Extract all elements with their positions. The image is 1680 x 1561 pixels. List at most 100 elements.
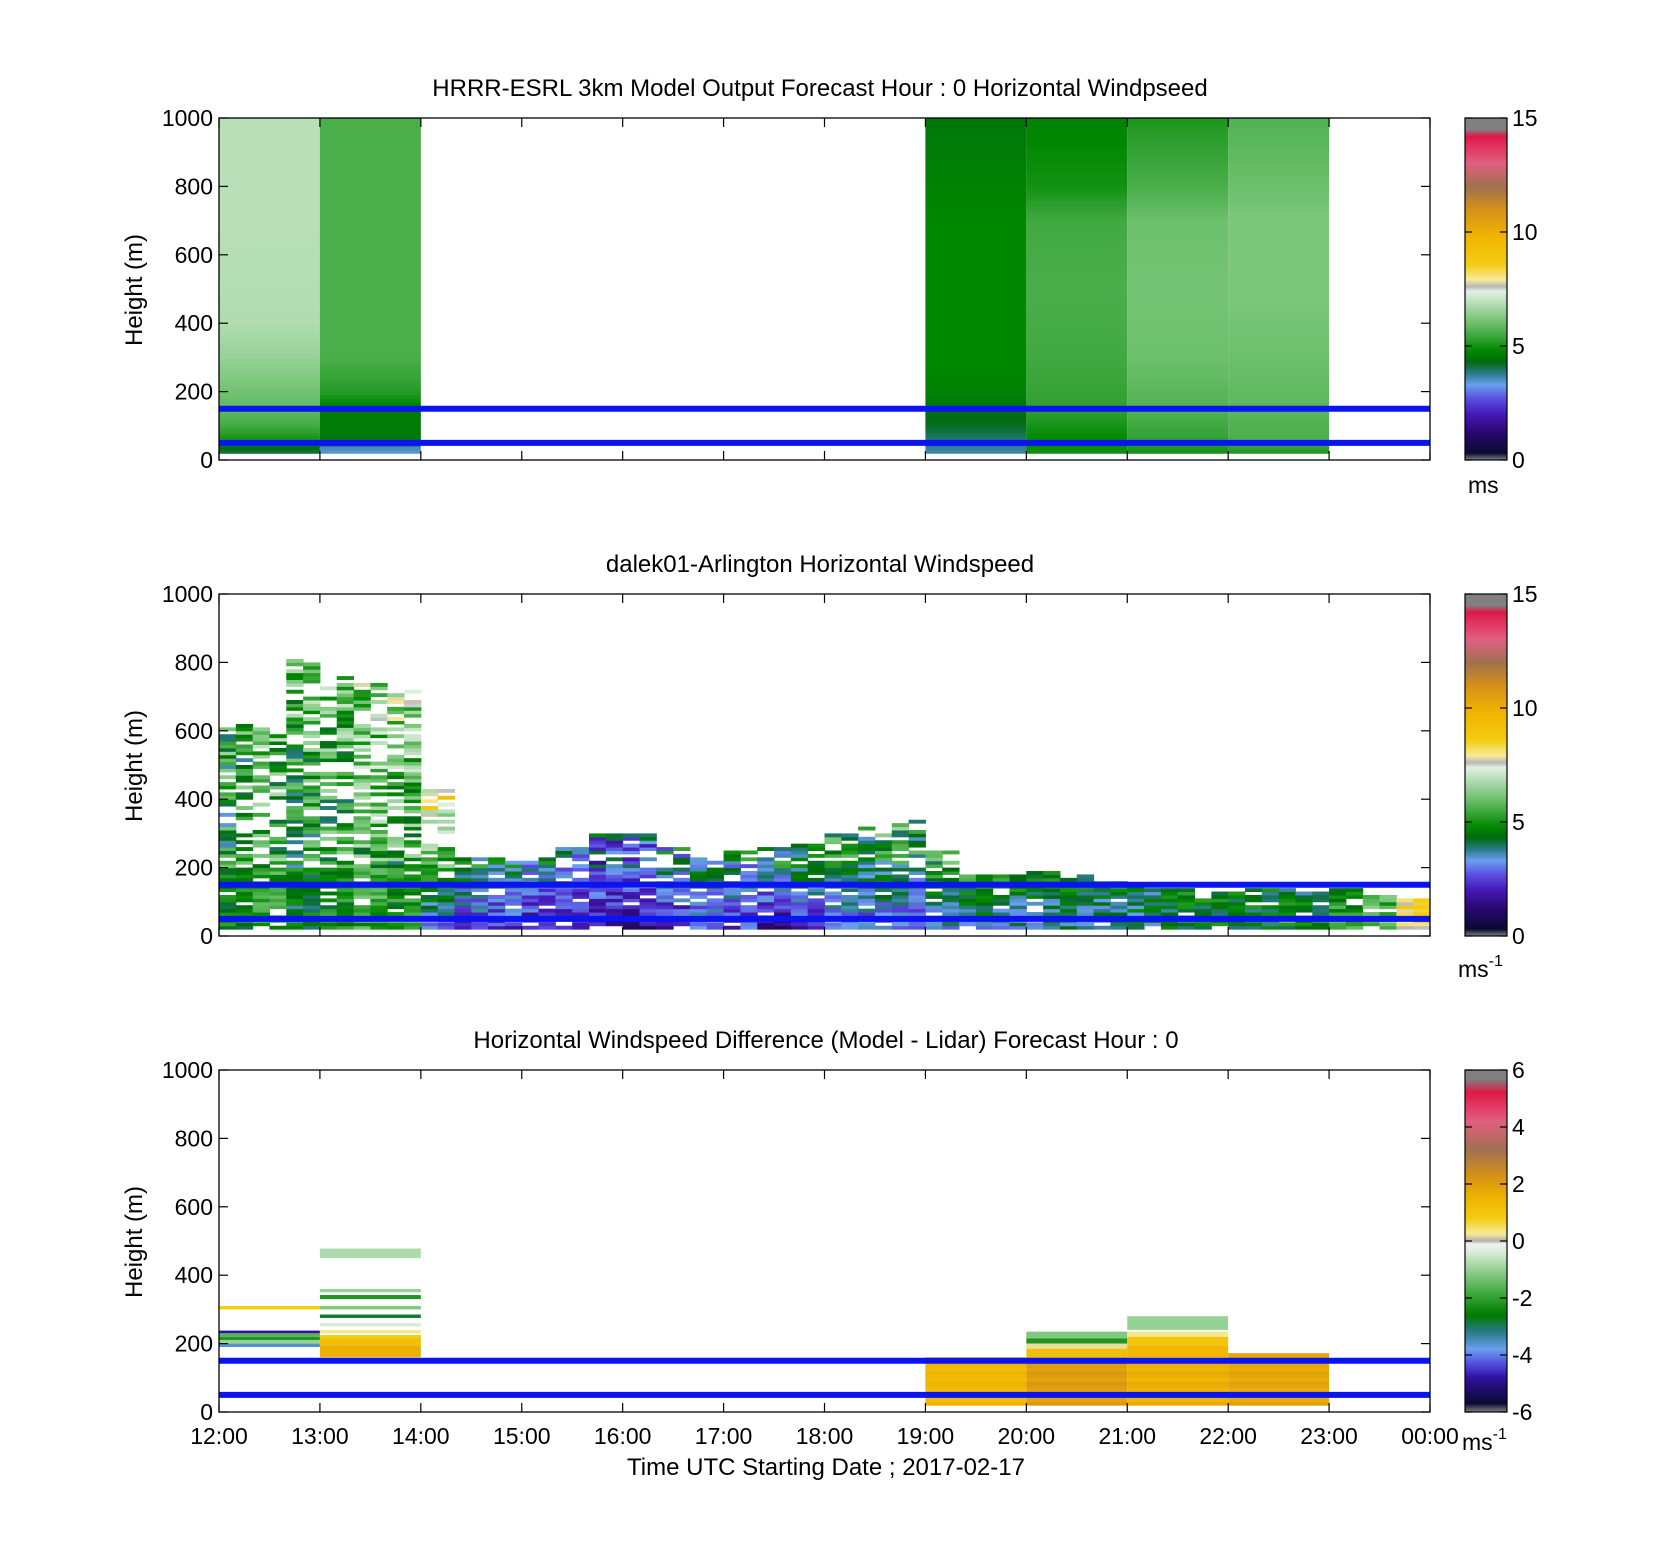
heatmap-cell xyxy=(925,388,1027,393)
heatmap-cell xyxy=(555,894,573,899)
heatmap-cell xyxy=(336,775,355,780)
heatmap-cell xyxy=(219,877,237,882)
heatmap-cell xyxy=(504,888,523,893)
heatmap-cell xyxy=(1026,271,1128,276)
heatmap-cell xyxy=(269,747,287,752)
heatmap-cell xyxy=(555,847,573,851)
heatmap-cell xyxy=(1127,374,1229,379)
heatmap-cell xyxy=(774,901,792,906)
heatmap-cell xyxy=(1362,898,1381,903)
heatmap-cell xyxy=(336,888,355,893)
heatmap-cell xyxy=(235,795,254,800)
colorbar-unit-text: ms xyxy=(1458,956,1489,982)
heatmap-cell xyxy=(1228,285,1330,290)
heatmap-cell xyxy=(1194,908,1212,913)
heatmap-cell xyxy=(740,908,758,913)
heatmap-cell xyxy=(219,360,320,365)
heatmap-cell xyxy=(404,792,422,797)
heatmap-cell xyxy=(1026,254,1128,259)
heatmap-cell xyxy=(841,843,859,848)
heatmap-cell xyxy=(370,891,388,896)
heatmap-cell xyxy=(319,908,338,913)
heatmap-cell xyxy=(303,720,321,725)
heatmap-cell xyxy=(925,429,1027,434)
heatmap-cell xyxy=(219,148,320,153)
heatmap-cell xyxy=(1127,152,1229,157)
chart-title: HRRR-ESRL 3km Model Output Forecast Hour… xyxy=(432,75,1207,102)
heatmap-cell xyxy=(303,795,321,800)
heatmap-cell xyxy=(858,867,876,872)
heatmap-cell xyxy=(1228,894,1246,899)
heatmap-cell xyxy=(319,206,421,211)
heatmap-cell xyxy=(1228,1353,1330,1355)
heatmap-cell xyxy=(1127,925,1145,930)
heatmap-cell xyxy=(1127,265,1229,270)
heatmap-cell xyxy=(925,864,943,869)
heatmap-cell xyxy=(572,894,590,899)
heatmap-cell xyxy=(437,812,455,817)
heatmap-cell xyxy=(319,289,421,294)
heatmap-cell xyxy=(252,888,270,893)
heatmap-cell xyxy=(319,782,338,787)
heatmap-cell xyxy=(858,860,876,865)
heatmap-cell xyxy=(1362,901,1381,906)
heatmap-cell xyxy=(925,295,1027,300)
heatmap-cell xyxy=(1278,908,1296,913)
heatmap-cell xyxy=(252,912,270,916)
heatmap-cell xyxy=(319,350,421,355)
heatmap-cell xyxy=(219,306,320,311)
heatmap-cell xyxy=(589,908,607,913)
heatmap-cell xyxy=(1127,148,1229,153)
heatmap-cell xyxy=(319,836,338,841)
heatmap-cell xyxy=(673,891,691,896)
heatmap-cell xyxy=(353,730,371,735)
heatmap-cell xyxy=(1026,1348,1128,1358)
heatmap-cell xyxy=(303,894,321,899)
heatmap-cell xyxy=(1026,422,1128,427)
heatmap-cell xyxy=(387,744,405,749)
heatmap-cell xyxy=(219,343,320,348)
heatmap-cell xyxy=(437,912,455,916)
heatmap-cell xyxy=(286,717,304,722)
heatmap-cell xyxy=(925,316,1027,321)
heatmap-cell xyxy=(1127,224,1229,229)
heatmap-cell xyxy=(706,874,725,879)
heatmap-cell xyxy=(1127,275,1229,280)
heatmap-cell xyxy=(622,894,640,899)
heatmap-cell xyxy=(1228,162,1330,167)
heatmap-cell xyxy=(319,172,421,177)
heatmap-cell xyxy=(1026,1398,1128,1403)
heatmap-cell xyxy=(740,871,758,875)
heatmap-cell xyxy=(1026,364,1128,369)
heatmap-cell xyxy=(252,905,270,910)
heatmap-cell xyxy=(1127,353,1229,358)
heatmap-cell xyxy=(286,768,304,773)
heatmap-cell xyxy=(1026,196,1128,201)
heatmap-cell xyxy=(319,203,421,208)
heatmap-cell xyxy=(925,871,943,875)
heatmap-cell xyxy=(925,425,1027,430)
heatmap-cell xyxy=(622,850,640,855)
heatmap-cell xyxy=(891,860,910,865)
heatmap-cell xyxy=(942,850,960,855)
heatmap-cell xyxy=(319,333,421,338)
heatmap-cell xyxy=(858,891,876,896)
heatmap-cell xyxy=(1379,894,1397,899)
heatmap-cell xyxy=(303,912,321,916)
heatmap-cell xyxy=(219,836,237,841)
heatmap-cell xyxy=(319,860,338,865)
heatmap-cell xyxy=(437,847,455,851)
heatmap-cell xyxy=(1144,901,1162,906)
heatmap-cell xyxy=(219,840,237,845)
heatmap-cell xyxy=(353,744,371,749)
heatmap-cell xyxy=(488,857,506,862)
heatmap-cell xyxy=(370,864,388,869)
heatmap-cell xyxy=(387,857,405,862)
heatmap-cell xyxy=(1026,412,1128,417)
heatmap-cell xyxy=(319,1338,421,1346)
heatmap-cell xyxy=(303,778,321,783)
heatmap-cell xyxy=(437,829,455,834)
heatmap-cell xyxy=(757,871,775,875)
heatmap-cell xyxy=(572,864,590,869)
